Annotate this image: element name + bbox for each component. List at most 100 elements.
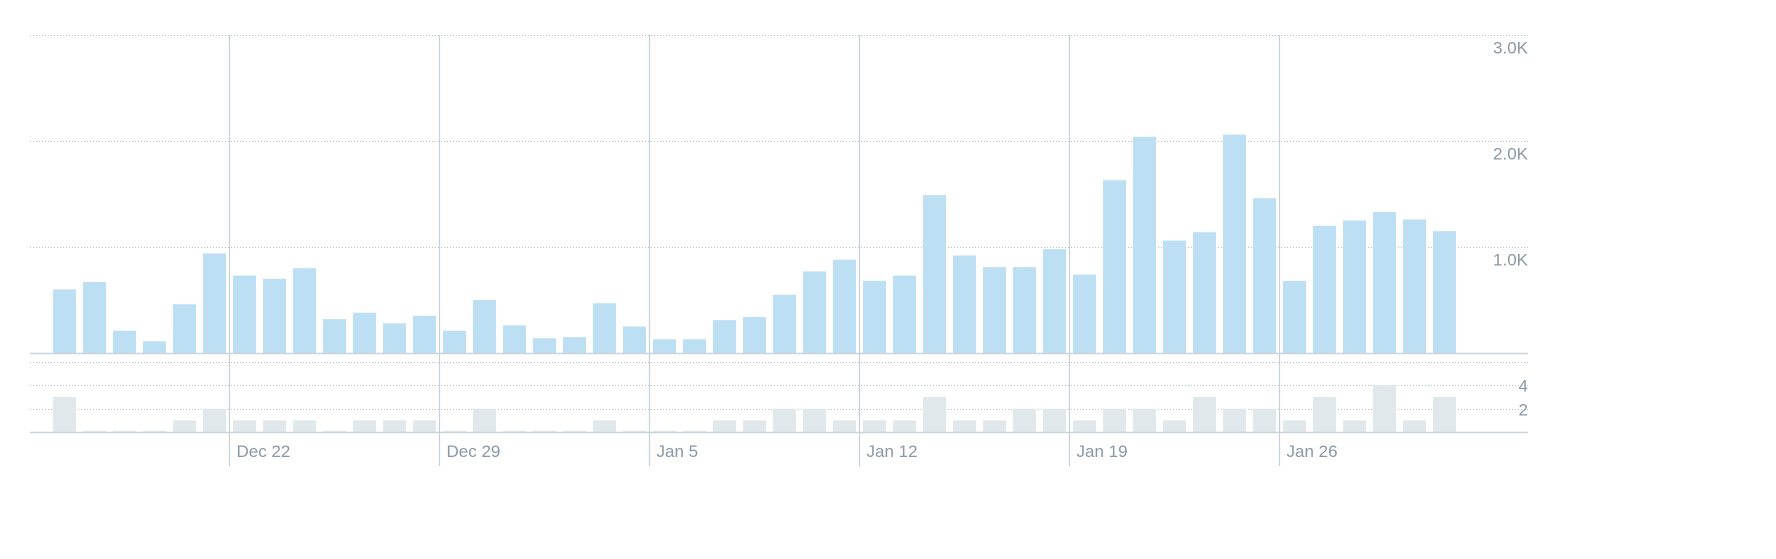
main-bar xyxy=(233,275,256,353)
secondary-bar xyxy=(233,420,256,432)
secondary-bar xyxy=(593,420,616,432)
x-axis-date-label: Dec 29 xyxy=(447,442,501,461)
main-bar xyxy=(1283,280,1306,353)
secondary-bar xyxy=(143,430,166,432)
secondary-bar xyxy=(413,420,436,432)
main-bar xyxy=(563,337,586,353)
main-bar xyxy=(923,195,946,353)
main-y-tick-label: 2.0K xyxy=(1493,145,1529,164)
main-bar xyxy=(593,303,616,353)
main-bar xyxy=(1223,134,1246,353)
secondary-bar xyxy=(443,430,466,432)
main-bar xyxy=(623,326,646,353)
secondary-bar xyxy=(1163,420,1186,432)
x-axis-date-label: Jan 12 xyxy=(867,442,918,461)
secondary-bar xyxy=(323,430,346,432)
main-bar xyxy=(893,275,916,353)
main-bar xyxy=(743,317,766,353)
secondary-bar xyxy=(1223,408,1246,432)
main-bar xyxy=(683,339,706,353)
secondary-bar xyxy=(953,420,976,432)
x-axis-date-label: Jan 26 xyxy=(1287,442,1338,461)
main-bar xyxy=(83,282,106,353)
main-bar xyxy=(293,268,316,353)
main-bar xyxy=(1043,249,1066,353)
secondary-bar xyxy=(1403,420,1426,432)
main-bar xyxy=(533,338,556,353)
secondary-bar xyxy=(1283,420,1306,432)
main-bar xyxy=(1313,225,1336,353)
main-bar xyxy=(1013,267,1036,353)
secondary-bar xyxy=(1043,408,1066,432)
secondary-bar xyxy=(1253,408,1276,432)
main-bar xyxy=(863,280,886,353)
main-bar xyxy=(353,312,376,353)
secondary-bar xyxy=(203,408,226,432)
main-y-tick-label: 1.0K xyxy=(1493,251,1529,270)
secondary-bar xyxy=(353,420,376,432)
main-bar xyxy=(803,271,826,353)
secondary-bar xyxy=(743,420,766,432)
main-bar xyxy=(1103,180,1126,353)
x-axis-date-label: Jan 5 xyxy=(657,442,699,461)
secondary-bar xyxy=(1073,420,1096,432)
main-bar xyxy=(773,294,796,353)
main-bar xyxy=(53,289,76,353)
secondary-bar xyxy=(503,430,526,432)
main-y-tick-label: 3.0K xyxy=(1493,39,1529,58)
secondary-bar xyxy=(383,420,406,432)
secondary-bar xyxy=(833,420,856,432)
main-bar xyxy=(1073,274,1096,353)
bars-layer xyxy=(53,134,1456,432)
secondary-bar xyxy=(803,408,826,432)
secondary-y-tick-label: 2 xyxy=(1519,401,1528,420)
main-bar xyxy=(413,315,436,353)
secondary-bar xyxy=(983,420,1006,432)
main-bar xyxy=(1163,240,1186,353)
main-bar xyxy=(503,325,526,353)
main-bar xyxy=(833,259,856,353)
main-bar xyxy=(1403,219,1426,353)
secondary-bar xyxy=(653,430,676,432)
secondary-bar xyxy=(863,420,886,432)
secondary-y-tick-label: 4 xyxy=(1519,377,1528,396)
secondary-bar xyxy=(473,408,496,432)
main-bar xyxy=(983,267,1006,353)
main-bar xyxy=(143,341,166,353)
main-bar xyxy=(473,300,496,353)
secondary-bar xyxy=(263,420,286,432)
secondary-bar xyxy=(1433,397,1456,432)
secondary-bar xyxy=(1373,385,1396,432)
secondary-bar xyxy=(1133,408,1156,432)
main-bar xyxy=(113,330,136,353)
secondary-bar xyxy=(53,397,76,432)
secondary-bar xyxy=(173,420,196,432)
secondary-bar xyxy=(923,397,946,432)
main-bar xyxy=(443,330,466,353)
secondary-bar xyxy=(1103,408,1126,432)
main-bar xyxy=(1343,220,1366,353)
secondary-bar xyxy=(713,420,736,432)
grid-layer xyxy=(30,35,1528,410)
main-bar xyxy=(383,323,406,353)
secondary-bar xyxy=(533,430,556,432)
axis-layer: 1.0K 2.0K 3.0K 2 4 Dec 22 Dec 29 Jan 5 Jan 12 Jan… xyxy=(30,35,1529,466)
secondary-bar xyxy=(1013,408,1036,432)
main-bar xyxy=(263,278,286,353)
x-axis-date-label: Dec 22 xyxy=(237,442,291,461)
secondary-bar xyxy=(563,430,586,432)
main-bar xyxy=(713,320,736,353)
secondary-bar xyxy=(83,430,106,432)
secondary-bar xyxy=(893,420,916,432)
secondary-bar xyxy=(293,420,316,432)
secondary-bar xyxy=(623,430,646,432)
main-bar xyxy=(953,255,976,353)
main-bar xyxy=(1253,198,1276,353)
main-bar xyxy=(653,339,676,353)
main-bar xyxy=(1193,232,1216,353)
secondary-bar xyxy=(1193,397,1216,432)
main-bar xyxy=(323,319,346,353)
secondary-bar xyxy=(1343,420,1366,432)
